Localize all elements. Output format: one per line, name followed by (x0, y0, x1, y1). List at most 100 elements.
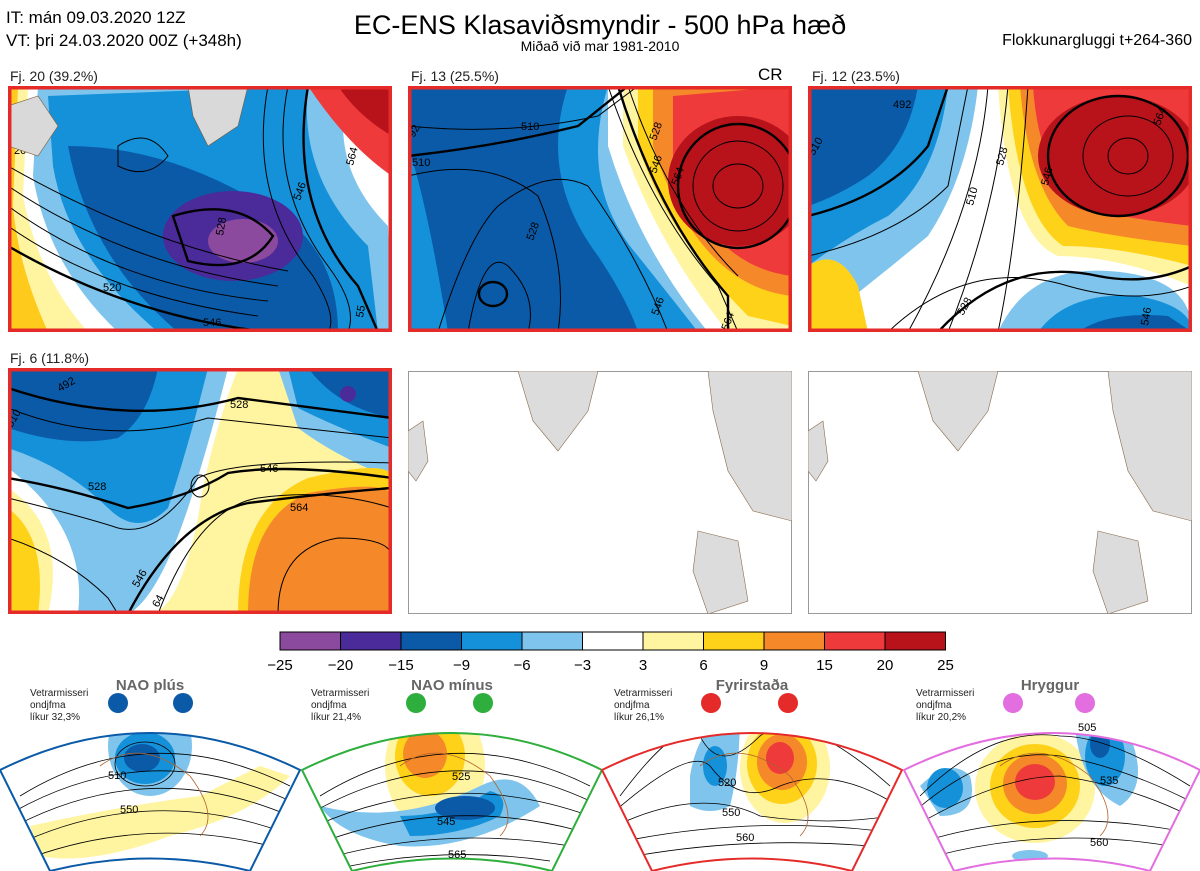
regime-2-line3: líkur 21,4% (311, 712, 361, 723)
colorbar-cell (461, 631, 523, 651)
regime-4-line3: líkur 20,2% (916, 712, 966, 723)
regime-1-contour: 510 (108, 770, 126, 782)
regime-4-dot-left (1003, 693, 1023, 713)
colorbar-cell (703, 631, 765, 651)
regime-4-line2: ondjfma (916, 700, 952, 711)
contour-label: 64 (150, 593, 167, 610)
colorbar-cell (642, 631, 704, 651)
regime-3-contour: 520 (718, 777, 736, 789)
regime-3-line1: Vetrarmisseri (614, 688, 672, 699)
regime-3-dot-left (701, 693, 721, 713)
page-subtitle: Miðað við mar 1981-2010 (520, 38, 680, 54)
regime-3-line3: líkur 26,1% (614, 712, 664, 723)
regime-3-contour: 560 (736, 832, 754, 844)
cluster-map-1: 528 546 520 546 564 55 20 (8, 86, 392, 332)
contour-label: 510 (412, 157, 430, 169)
contour-label: 528 (88, 481, 106, 493)
colorbar-cell (763, 631, 825, 651)
colorbar-cell (884, 631, 946, 651)
colorbar-tick-label: 3 (639, 657, 647, 674)
colorbar-tick-label: −25 (267, 657, 292, 674)
contour-label: 55 (354, 304, 368, 318)
contour-label: 564 (344, 146, 360, 167)
regime-4-contour: 560 (1090, 837, 1108, 849)
colorbar-tick-label: 9 (760, 657, 768, 674)
header-times: IT: mán 09.03.2020 12Z VT: þri 24.03.202… (6, 6, 242, 52)
colorbar-tick-label: −3 (574, 657, 591, 674)
contour-label: 564 (670, 166, 688, 187)
regime-1-title: NAO plús (116, 677, 184, 694)
contour-label: 528 (648, 121, 666, 142)
contour-label: 528 (230, 399, 248, 411)
contour-label: 520 (103, 282, 121, 294)
valid-time: VT: þri 24.03.2020 00Z (+348h) (6, 31, 242, 50)
contour-label: 564 (1152, 106, 1170, 127)
colorbar-tick-label: −15 (388, 657, 413, 674)
colorbar-tick-label: 25 (937, 657, 954, 674)
regime-3-frame (600, 732, 904, 871)
colorbar-cell (521, 631, 583, 651)
regime-4-contour: 505 (1078, 722, 1096, 734)
colorbar-tick-label: 6 (699, 657, 707, 674)
regime-2-contour: 525 (452, 771, 470, 783)
cluster-2-tag: CR (758, 65, 783, 84)
cluster-map-3: 564 528 510 546 528 546 492 510 (808, 86, 1192, 332)
colorbar-tick-label: 15 (816, 657, 833, 674)
contour-label: 546 (203, 317, 221, 329)
regime-2-dot-right (473, 693, 493, 713)
regime-1-contour: 550 (120, 804, 138, 816)
regime-4-line1: Vetrarmisseri (916, 688, 974, 699)
empty-map-6 (808, 371, 1192, 614)
cluster-4-label: Fj. 6 (11.8%) (10, 350, 90, 366)
cluster-2-label: Fj. 13 (25.5%) (411, 68, 499, 84)
regime-4-dot-right (1075, 693, 1095, 713)
contour-label: 528 (525, 221, 543, 242)
colorbar-tick-label: 20 (877, 657, 894, 674)
regime-4-contour: 535 (1100, 775, 1118, 787)
regime-3-contour: 550 (722, 807, 740, 819)
regime-1-frame (0, 732, 302, 871)
regime-1-line2: ondjfma (30, 700, 66, 711)
regime-4-title: Hryggur (1021, 677, 1080, 694)
contour-label: 492 (893, 99, 911, 111)
regime-2-contour: 565 (448, 849, 466, 861)
contour-label: 546 (260, 463, 278, 475)
regime-2-line1: Vetrarmisseri (311, 688, 369, 699)
window-label: Flokkunargluggi t+264-360 (1002, 32, 1192, 49)
contour-label: 546 (292, 181, 310, 202)
contour-label: 546 (648, 154, 666, 175)
regime-3-dot-right (778, 693, 798, 713)
regime-3-title: Fyrirstaða (716, 677, 789, 694)
contour-label: 546 (1039, 166, 1055, 187)
colorbar: −25 −20 −15 −9 −6 −3 3 6 9 15 20 25 (267, 631, 954, 674)
colorbar-cell (824, 631, 886, 651)
colorbar-tick-label: −6 (513, 657, 530, 674)
cluster-3-label: Fj. 12 (23.5%) (812, 68, 900, 84)
contour-label: 528 (214, 216, 229, 236)
page-title: EC-ENS Klasaviðsmyndir - 500 hPa hæð (353, 10, 847, 40)
contour-label: 510 (964, 186, 980, 207)
colorbar-cell (400, 631, 462, 651)
regime-1-line3: líkur 32,3% (30, 712, 80, 723)
regime-2-contour: 545 (437, 816, 455, 828)
regime-2-title: NAO mínus (411, 677, 493, 694)
regime-2-dot-left (406, 693, 426, 713)
regime-1-dot-left (108, 693, 128, 713)
regime-3-line2: ondjfma (614, 700, 650, 711)
cluster-map-2: 510 510 528 546 564 528 546 564 92 (408, 86, 792, 332)
colorbar-cell (582, 631, 644, 651)
regimes-panel: NAO plús Vetrarmisseri ondjfma líkur 32,… (0, 677, 1200, 871)
regime-2-line2: ondjfma (311, 700, 347, 711)
contour-label: 564 (720, 311, 738, 332)
contour-label: 564 (290, 502, 308, 514)
colorbar-tick-label: −20 (328, 657, 353, 674)
contour-label: 528 (994, 146, 1010, 167)
cluster-map-4: 528 546 564 546 528 64 492 510 (8, 368, 392, 614)
empty-map-5 (408, 371, 792, 614)
colorbar-cell (279, 631, 341, 651)
contour-label: 546 (650, 296, 668, 317)
contour-label: 546 (1139, 306, 1154, 326)
contour-label: 510 (521, 121, 539, 133)
init-time: IT: mán 09.03.2020 12Z (6, 8, 186, 27)
colorbar-tick-label: −9 (453, 657, 470, 674)
